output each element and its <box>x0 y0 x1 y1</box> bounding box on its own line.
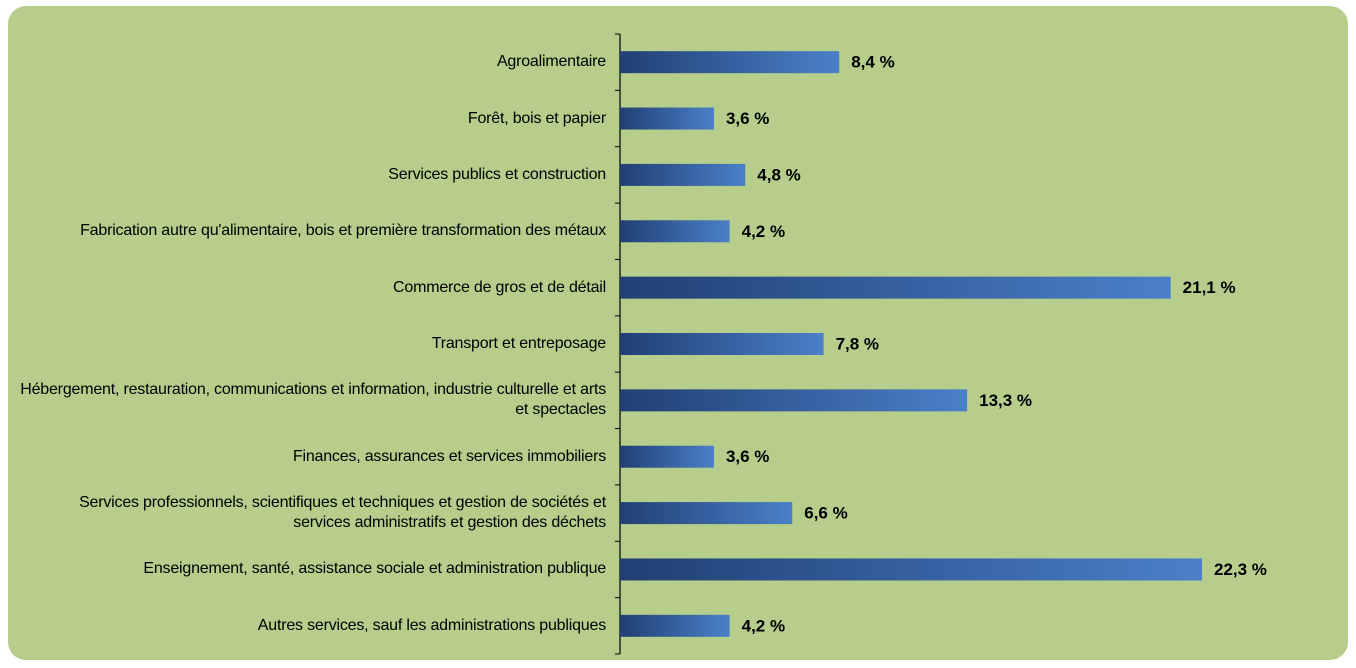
value-label: 13,3 % <box>979 391 1032 410</box>
bar <box>620 107 714 130</box>
bar <box>620 502 793 525</box>
bar <box>620 389 968 412</box>
category-label: Fabrication autre qu'alimentaire, bois e… <box>80 222 606 240</box>
value-label: 8,4 % <box>851 53 894 72</box>
bar <box>620 333 824 355</box>
bar <box>620 558 1202 581</box>
category-label: Transport et entreposage <box>431 335 606 352</box>
category-label: Enseignement, santé, assistance sociale … <box>143 560 606 578</box>
value-label: 6,6 % <box>804 504 847 523</box>
value-label: 3,6 % <box>726 109 769 128</box>
bar <box>620 276 1171 299</box>
value-label: 4,2 % <box>742 616 785 635</box>
bar <box>620 220 730 243</box>
value-label: 21,1 % <box>1183 278 1236 297</box>
category-label: Services professionnels, scientifiques e… <box>79 494 606 532</box>
bar <box>620 51 840 74</box>
bar <box>620 614 730 637</box>
value-label: 3,6 % <box>726 447 769 466</box>
category-label: Hébergement, restauration, communication… <box>20 381 606 419</box>
value-label: 7,8 % <box>836 334 879 353</box>
bar <box>620 445 714 468</box>
category-label: Agroalimentaire <box>496 53 606 71</box>
category-label: Finances, assurances et services immobil… <box>292 447 606 465</box>
bar <box>620 163 746 186</box>
value-label: 4,2 % <box>742 222 785 241</box>
value-label: 4,8 % <box>757 165 800 184</box>
category-label: Autres services, sauf les administration… <box>257 616 606 634</box>
category-label: Services publics et construction <box>388 165 606 183</box>
value-label: 22,3 % <box>1214 560 1267 579</box>
category-label: Commerce de gros et de détail <box>393 278 606 296</box>
category-label: Forêt, bois et papier <box>467 109 606 127</box>
